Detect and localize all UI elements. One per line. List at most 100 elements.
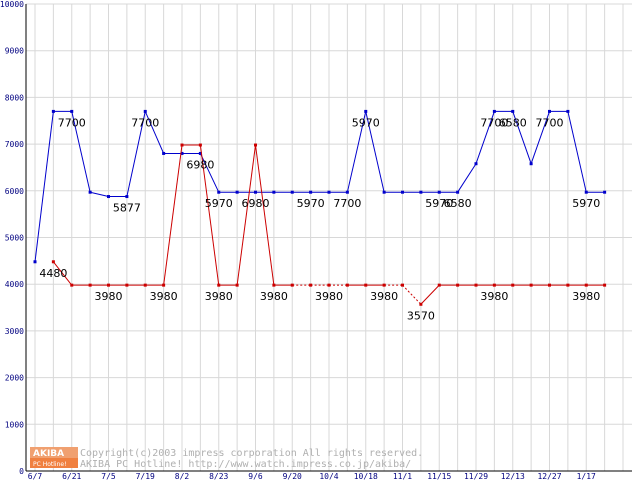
series-2-data-label: 3570 — [407, 309, 435, 322]
series-1-data-label: 6580 — [499, 116, 527, 129]
series-2-point — [309, 283, 313, 287]
series-2-point — [364, 283, 368, 287]
series-2-point — [254, 143, 257, 147]
series-1-point — [88, 190, 92, 194]
series-1-point — [492, 109, 496, 113]
y-tick-label: 1000 — [5, 420, 24, 429]
series-2-point — [327, 283, 331, 287]
series-2-segment — [236, 144, 256, 286]
series-1-point — [162, 151, 166, 155]
series-1-point — [474, 162, 478, 166]
y-tick-label: 7000 — [5, 140, 24, 149]
series-1-data-label: 5970 — [205, 197, 233, 210]
series-1-segment — [530, 111, 550, 164]
series-2-point — [566, 283, 570, 287]
series-1-point — [456, 190, 460, 194]
series-1-point — [290, 190, 294, 194]
series-2-point — [401, 283, 404, 287]
x-tick-label: 12/27 — [537, 472, 561, 480]
series-1-data-label: 5970 — [425, 197, 453, 210]
series-2-point — [88, 283, 92, 287]
series-1-segment — [199, 153, 220, 193]
data-label-layer: 7700 5877 7700 6980 5970 6980 5970 7700 5970 5970… — [39, 116, 600, 322]
series-1-point — [33, 260, 37, 264]
series-2-data-label: 3980 — [260, 290, 288, 303]
series-1-point — [548, 109, 551, 113]
series-1-segment — [475, 111, 495, 164]
logo-sub-text: PC Hotline! — [33, 461, 66, 468]
x-tick-label: 7/5 — [101, 472, 116, 480]
series-1-point — [566, 109, 570, 113]
series-layer — [33, 109, 607, 306]
watermark: AKIBA PC Hotline! Copyright(c)2003 impre… — [30, 447, 423, 470]
series-2-data-label: 3980 — [95, 290, 123, 303]
series-2-point — [125, 283, 129, 287]
series-1-point — [529, 162, 533, 166]
series-2-point — [548, 283, 551, 287]
series-1-point — [603, 190, 607, 194]
x-tick-label: 10/4 — [319, 472, 338, 480]
series-2-point — [70, 283, 74, 287]
series-2-point — [180, 143, 184, 147]
series-1-segment — [34, 111, 54, 262]
series-1-point — [180, 151, 184, 155]
series-1-point — [70, 109, 74, 113]
series-1-segment — [457, 163, 477, 193]
series-1-point — [327, 190, 331, 194]
series-1-point — [364, 109, 368, 113]
x-tick-label: 6/21 — [62, 472, 81, 480]
series-2-point — [198, 143, 202, 147]
series-1-segment — [365, 111, 385, 193]
series-2-point — [529, 283, 533, 287]
series-1-point — [217, 190, 221, 194]
series-1-data-label: 7700 — [536, 116, 564, 129]
series-2-data-label: 3980 — [315, 290, 343, 303]
series-2-point — [272, 283, 276, 287]
series-1-point — [437, 190, 441, 194]
x-tick-label: 8/2 — [175, 472, 190, 480]
y-tick-label: 2000 — [5, 374, 24, 383]
series-2-segment — [255, 144, 275, 286]
series-1-segment — [71, 111, 91, 193]
series-1-segment — [126, 111, 146, 197]
x-tick-label: 6/7 — [28, 472, 43, 480]
series-1-segment — [90, 191, 109, 198]
y-tick-label: 0 — [19, 467, 24, 476]
series-2-point — [603, 283, 607, 287]
series-2-point — [143, 283, 147, 287]
series-1-point — [254, 190, 257, 194]
series-1-data-label: 5970 — [297, 197, 325, 210]
x-tick-label: 9/20 — [283, 472, 302, 480]
series-1-point — [382, 190, 386, 194]
akiba-logo: AKIBA PC Hotline! — [30, 447, 78, 468]
logo-main-text: AKIBA — [33, 449, 64, 459]
x-tick-label: 10/18 — [354, 472, 378, 480]
y-tick-label: 5000 — [5, 234, 24, 243]
series-1-point — [345, 190, 349, 194]
x-tick-label: 1/17 — [577, 472, 596, 480]
series-2-data-label: 3980 — [150, 290, 178, 303]
url-text: AKIBA PC Hotline! http://www.watch.impre… — [80, 459, 411, 470]
series-2-point — [456, 283, 460, 287]
series-1-data-label: 7700 — [333, 197, 361, 210]
series-1-point — [51, 109, 55, 113]
series-2-point — [511, 283, 515, 287]
y-tick-label: 10000 — [0, 0, 24, 9]
series-2-data-label: 3980 — [370, 290, 398, 303]
copyright-text: Copyright(c)2003 impress corporation All… — [80, 448, 423, 459]
series-2-point — [235, 283, 239, 287]
x-tick-label: 8/23 — [209, 472, 228, 480]
x-tick-label: 11/1 — [393, 472, 412, 480]
x-tick-label: 7/19 — [136, 472, 155, 480]
x-tick-label: 12/13 — [501, 472, 525, 480]
series-1-data-label: 7700 — [480, 116, 508, 129]
series-2-segment — [199, 144, 220, 286]
series-1-point — [125, 195, 129, 199]
series-2-point — [584, 283, 588, 287]
series-1-data-label: 6980 — [186, 158, 214, 171]
series-2-segment — [420, 284, 440, 305]
series-1-data-label: 5970 — [572, 197, 600, 210]
series-2-data-label: 3980 — [572, 290, 600, 303]
